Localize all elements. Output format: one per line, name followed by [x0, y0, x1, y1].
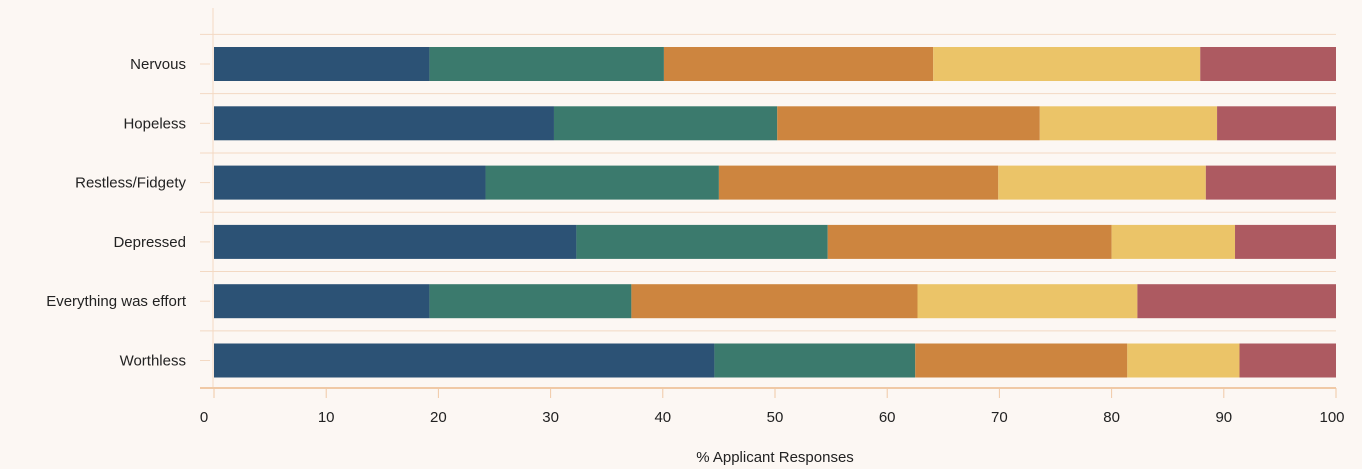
bar-segment-3 — [663, 47, 934, 81]
grid-layer — [200, 8, 1336, 388]
x-tick-label: 0 — [200, 409, 208, 426]
bar-segment-4 — [933, 47, 1201, 81]
bar-segment-4 — [917, 284, 1138, 319]
bar-segment-4 — [1039, 106, 1218, 141]
bar-segment-4 — [998, 165, 1206, 200]
y-tick-label: Restless/Fidgety — [75, 175, 186, 192]
bars-layer — [214, 47, 1336, 378]
x-tick-label: 10 — [318, 409, 335, 426]
bar-segment-1 — [214, 165, 486, 200]
bar-segment-2 — [485, 165, 719, 200]
y-tick-label: Nervous — [130, 56, 186, 73]
bar-segment-2 — [553, 106, 778, 141]
bar-segment-1 — [214, 106, 554, 141]
bar-segment-1 — [214, 284, 430, 319]
bar-segment-5 — [1235, 224, 1336, 259]
bar-segment-5 — [1137, 284, 1336, 319]
x-tick-label: 100 — [1319, 409, 1344, 426]
y-tick-label: Hopeless — [123, 115, 186, 132]
x-tick-label: 40 — [654, 409, 671, 426]
y-tick-label: Depressed — [113, 234, 186, 251]
bar-segment-5 — [1205, 165, 1336, 200]
bar-segment-5 — [1239, 343, 1336, 378]
x-tick-label: 90 — [1215, 409, 1232, 426]
y-tick-label: Everything was effort — [46, 293, 187, 310]
x-tick-label: 70 — [991, 409, 1008, 426]
bar-segment-3 — [718, 165, 999, 200]
x-tick-label: 60 — [879, 409, 896, 426]
bar-segment-1 — [214, 47, 430, 81]
bar-segment-1 — [214, 343, 715, 378]
bar-segment-3 — [827, 224, 1112, 259]
x-tick-label: 50 — [767, 409, 784, 426]
bar-segment-3 — [631, 284, 918, 319]
bar-segment-4 — [1127, 343, 1240, 378]
bar-segment-5 — [1200, 47, 1336, 81]
bar-segment-2 — [714, 343, 916, 378]
x-tick-label: 30 — [542, 409, 559, 426]
bar-segment-2 — [576, 224, 828, 259]
x-tick-label: 80 — [1103, 409, 1120, 426]
bar-segment-3 — [777, 106, 1040, 141]
y-tick-label: Worthless — [120, 353, 186, 370]
bar-segment-2 — [429, 284, 632, 319]
bar-segment-4 — [1111, 224, 1236, 259]
bar-segment-5 — [1217, 106, 1336, 141]
x-tick-label: 20 — [430, 409, 447, 426]
x-axis-title: % Applicant Responses — [696, 449, 854, 466]
bar-segment-3 — [915, 343, 1128, 378]
bar-segment-1 — [214, 224, 577, 259]
bar-segment-2 — [429, 47, 664, 81]
axis-layer: Nervous Hopeless Restless/Fidgety Depressed… — [46, 56, 1344, 426]
